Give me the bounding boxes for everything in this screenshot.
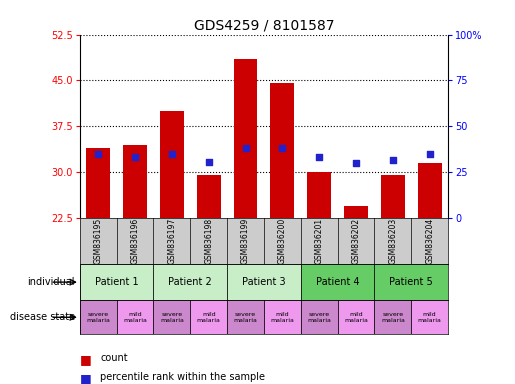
- Bar: [270, 83, 294, 218]
- Text: GSM836200: GSM836200: [278, 218, 287, 264]
- Bar: [374, 264, 448, 300]
- Text: Patient 5: Patient 5: [389, 277, 433, 287]
- Bar: [227, 300, 264, 334]
- Point: [204, 159, 213, 165]
- Bar: [234, 59, 258, 218]
- Bar: [123, 145, 147, 218]
- Bar: [116, 300, 153, 334]
- Point: [389, 157, 397, 163]
- Text: Patient 3: Patient 3: [242, 277, 286, 287]
- Bar: [80, 264, 153, 300]
- Text: GSM836198: GSM836198: [204, 218, 213, 264]
- Point: [425, 151, 434, 157]
- Text: GSM836199: GSM836199: [241, 218, 250, 264]
- Bar: [301, 300, 338, 334]
- Text: mild
malaria: mild malaria: [270, 312, 294, 323]
- Text: ■: ■: [80, 353, 92, 366]
- Point: [94, 151, 102, 157]
- Bar: [227, 264, 301, 300]
- Text: disease state: disease state: [10, 312, 75, 322]
- Bar: [411, 300, 448, 334]
- Bar: [160, 111, 184, 218]
- Title: GDS4259 / 8101587: GDS4259 / 8101587: [194, 18, 334, 32]
- Text: severe
malaria: severe malaria: [381, 312, 405, 323]
- Point: [242, 145, 250, 151]
- Bar: [307, 172, 331, 218]
- Bar: [153, 264, 227, 300]
- Text: GSM836204: GSM836204: [425, 218, 434, 264]
- Point: [168, 151, 176, 157]
- Bar: [80, 300, 117, 334]
- Bar: [344, 206, 368, 218]
- Text: mild
malaria: mild malaria: [197, 312, 220, 323]
- Bar: [301, 264, 374, 300]
- Bar: [374, 300, 411, 334]
- Text: severe
malaria: severe malaria: [234, 312, 258, 323]
- Text: GSM836197: GSM836197: [167, 218, 176, 264]
- Bar: [264, 300, 301, 334]
- Text: GSM836203: GSM836203: [388, 218, 397, 264]
- Text: severe
malaria: severe malaria: [87, 312, 110, 323]
- Text: GSM836196: GSM836196: [131, 218, 140, 264]
- Text: Patient 1: Patient 1: [95, 277, 139, 287]
- Text: severe
malaria: severe malaria: [307, 312, 331, 323]
- Text: mild
malaria: mild malaria: [418, 312, 441, 323]
- Text: severe
malaria: severe malaria: [160, 312, 184, 323]
- Text: GSM836195: GSM836195: [94, 218, 102, 264]
- Bar: [338, 300, 374, 334]
- Bar: [418, 163, 441, 218]
- Bar: [153, 300, 191, 334]
- Text: GSM836202: GSM836202: [352, 218, 360, 264]
- Point: [131, 154, 139, 161]
- Text: Patient 2: Patient 2: [168, 277, 212, 287]
- Point: [352, 160, 360, 166]
- Text: GSM836201: GSM836201: [315, 218, 323, 264]
- Point: [278, 145, 286, 151]
- Bar: [381, 175, 405, 218]
- Point: [315, 154, 323, 161]
- Bar: [87, 147, 110, 218]
- Text: percentile rank within the sample: percentile rank within the sample: [100, 372, 265, 382]
- Text: mild
malaria: mild malaria: [123, 312, 147, 323]
- Bar: [191, 300, 227, 334]
- Text: individual: individual: [27, 277, 75, 287]
- Text: Patient 4: Patient 4: [316, 277, 359, 287]
- Text: count: count: [100, 353, 128, 363]
- Text: ■: ■: [80, 372, 92, 384]
- Text: mild
malaria: mild malaria: [344, 312, 368, 323]
- Bar: [197, 175, 220, 218]
